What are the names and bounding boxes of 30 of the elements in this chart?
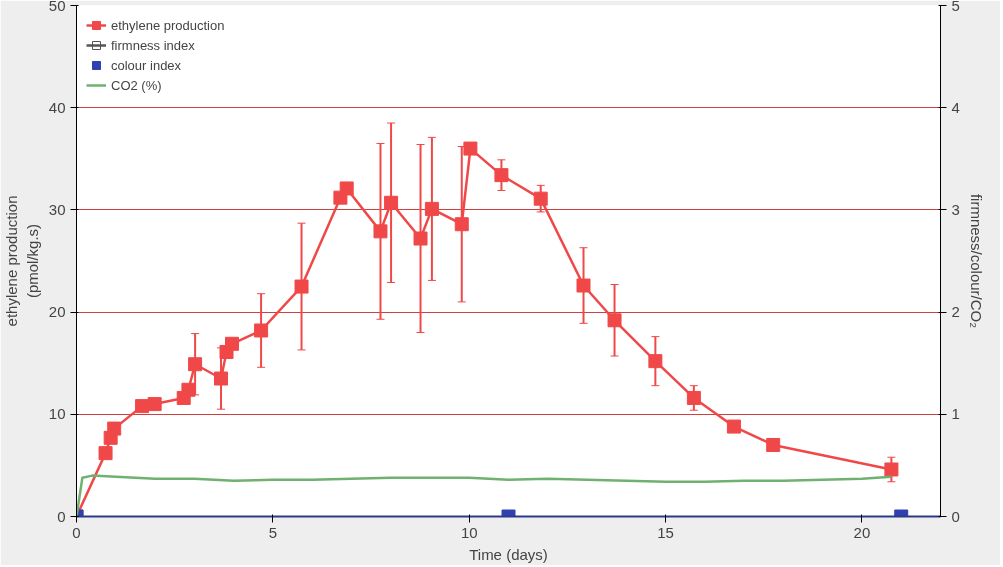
point xyxy=(413,231,428,246)
point xyxy=(294,279,309,294)
x-axis-title: Time (days) xyxy=(469,545,548,563)
y-tick-label: 0 xyxy=(57,507,66,525)
legend-label: CO2 (%) xyxy=(111,77,162,93)
y2-tick-label: 3 xyxy=(951,200,960,218)
y-tick-label: 40 xyxy=(48,98,66,116)
y-tick-label: 30 xyxy=(48,200,66,218)
y2-tick-label: 5 xyxy=(951,0,960,14)
point xyxy=(463,141,478,156)
y2-tick-label: 1 xyxy=(951,405,960,423)
y2-axis-title: firmness/colour/CO₂ xyxy=(967,193,985,329)
x-tick-label: 10 xyxy=(460,523,478,541)
x-tick-label: 0 xyxy=(72,523,81,541)
y-axis-title: ethylene production (pmol/kg.s) xyxy=(3,195,41,327)
x-tick-label: 15 xyxy=(657,523,674,541)
y-tick-label: 10 xyxy=(48,405,66,423)
legend-label: colour index xyxy=(111,57,182,73)
point xyxy=(576,278,591,293)
y2-tick-label: 2 xyxy=(951,303,960,321)
point xyxy=(884,462,899,477)
x-tick-label: 5 xyxy=(268,523,278,541)
y-tick-label: 20 xyxy=(48,303,66,321)
y-tick-label: 50 xyxy=(48,0,66,14)
y2-tick-label: 0 xyxy=(951,507,960,525)
legend-label: firmness index xyxy=(111,37,195,53)
point xyxy=(373,224,388,239)
y2-tick-label: 4 xyxy=(951,98,960,116)
x-tick-label: 20 xyxy=(853,523,871,541)
legend-label: ethylene production xyxy=(111,17,225,33)
